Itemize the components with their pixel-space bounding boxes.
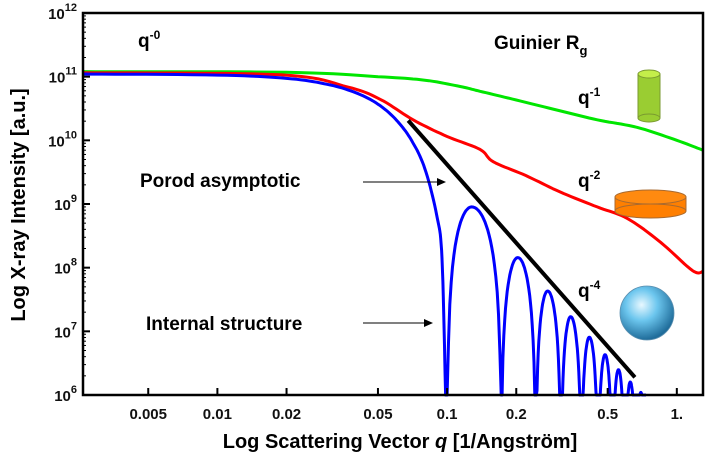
blue-curve [82, 72, 648, 397]
x-tick-label: 0.1 [437, 406, 458, 423]
y-axis-label: Log X-ray Intensity [a.u.] [8, 88, 30, 321]
y-tick-label: 106 [54, 384, 77, 405]
axis-ticks: 0.005 0.01 0.02 0.05 0.1 0.2 0.5 1. 106 107 108 109… [48, 2, 683, 423]
annotation-guinier: Guinier Rg [494, 33, 588, 58]
disk-icon [614, 189, 687, 219]
y-tick-label: 1010 [48, 129, 77, 150]
annotation-porod: Porod asymptotic [140, 171, 301, 192]
y-tick-label: 108 [54, 257, 77, 278]
x-tick-label: 1. [671, 406, 684, 423]
annotation-q-4: q-4 [578, 278, 601, 302]
x-tick-label: 0.005 [129, 406, 167, 423]
y-tick-label: 107 [54, 320, 77, 341]
x-axis-label: Log Scattering Vector q [1/Angström] [223, 431, 578, 453]
red-curve [82, 71, 704, 275]
sphere-icon [619, 285, 675, 341]
x-tick-label: 0.01 [203, 406, 232, 423]
x-tick-label: 0.2 [506, 406, 527, 423]
annotation-q-1: q-1 [578, 85, 601, 109]
annotation-internal-structure: Internal structure [146, 314, 302, 335]
x-tick-label: 0.5 [597, 406, 618, 423]
porod-line [406, 119, 637, 379]
annotation-q0: q-0 [138, 28, 161, 52]
y-tick-label: 1012 [48, 2, 77, 23]
x-tick-label: 0.02 [272, 406, 301, 423]
porod-arrow [363, 178, 446, 186]
x-tick-label: 0.05 [363, 406, 392, 423]
y-tick-label: 1011 [49, 66, 77, 87]
internal-structure-arrow [363, 319, 433, 327]
green-curve [82, 70, 704, 152]
y-tick-label: 109 [54, 193, 77, 214]
annotation-q-2: q-2 [578, 168, 601, 192]
curves [82, 70, 704, 397]
cylinder-icon [637, 69, 661, 123]
